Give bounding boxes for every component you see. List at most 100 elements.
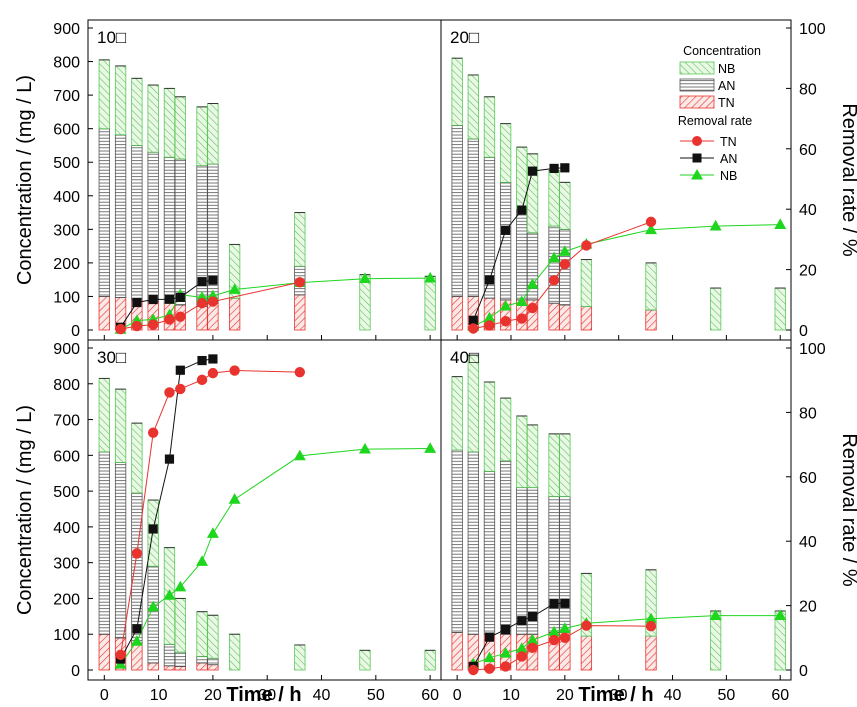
y-tick-label: 800 [53,377,80,394]
x-axis-title-left: Time / h [226,684,301,706]
point-an [164,454,175,464]
y2-tick-label: 20 [799,599,817,616]
bar-nb [516,415,528,488]
point-tn [468,323,479,334]
bar-tn [228,297,241,331]
bar-an [499,460,512,635]
bar-an [147,151,159,302]
point-nb [526,278,539,289]
legend-label-removal-an: AN [720,152,737,166]
point-tn [484,663,495,674]
point-tn [500,661,511,672]
point-nb [358,442,371,454]
y-tick-label: 400 [53,520,80,537]
y-tick-label: 600 [53,448,80,465]
x-tick-label: 20 [556,687,574,704]
legend-swatch-nb [679,61,715,75]
bar-nb [559,433,571,497]
point-nb [515,295,528,307]
point-nb [483,651,496,663]
point-nb [424,442,437,453]
bar-nb [131,422,143,494]
point-an [175,365,185,375]
point-tn [147,319,159,330]
legend: Concentration NB AN TN Removal rate TN AN NB [678,44,761,183]
point-an [197,355,207,366]
panel-3: 30□0 10 20 30 40 50 60010020030040050060070080… [53,339,442,704]
y-tick-label: 400 [53,189,80,206]
y2-tick-label: 20 [799,263,817,280]
y-tick-label: 700 [53,88,80,105]
bar-an [451,449,463,633]
point-an [560,598,570,608]
bar-an [451,124,463,297]
bar-nb [580,259,593,307]
x-tick-label: 30 [610,687,628,704]
bar-an [131,492,143,644]
point-tn [207,367,219,379]
point-tn [294,277,305,288]
point-tn [115,323,126,335]
bar-nb [294,212,306,267]
point-nb [515,642,528,653]
y-tick-label: 600 [53,122,80,139]
x-tick-label: 30 [258,687,276,704]
point-nb [174,580,187,592]
y2-tick-label: 40 [799,202,817,219]
point-tn [559,632,571,643]
bar-nb [174,96,186,160]
y2-tick-label: 80 [799,405,817,422]
bar-nb [163,88,176,158]
point-nb [499,299,512,311]
bar-tn [207,302,219,331]
point-nb [358,272,371,284]
bar-nb [559,181,571,230]
y-axis-title-top: Concentration / (mg / L) [14,75,36,285]
y2-tick-label: 60 [799,142,817,159]
point-tn [164,314,175,325]
point-nb [228,283,241,294]
panel-label: 30□ [97,348,126,367]
bar-nb [451,57,463,126]
point-an [527,611,538,622]
y2-tick-label: 40 [799,534,817,551]
point-tn [581,240,592,251]
bar-an [467,451,479,635]
point-nb [548,625,561,637]
y2-tick-label: 100 [799,21,826,38]
point-tn [516,313,527,324]
bar-nb [774,287,786,331]
x-tick-label: 50 [717,687,735,704]
bar-nb [114,65,127,136]
panel-label: 40□ [450,348,479,367]
bar-nb [207,614,219,659]
x-tick-label: 40 [664,687,682,704]
point-tn [559,258,571,270]
point-an [484,275,495,285]
legend-title-removal: Removal rate [678,114,752,128]
y2-tick-label: 0 [799,663,808,680]
legend-label-tn: TN [718,96,735,110]
bar-nb [516,146,528,210]
y-tick-label: 900 [53,21,80,38]
x-tick-label: 60 [771,687,789,704]
y-tick-label: 200 [53,256,80,273]
bar-an [483,471,496,635]
point-nb [558,245,571,256]
x-tick-label: 0 [453,687,462,704]
point-nb [424,271,437,283]
bar-nb [499,397,512,462]
bar-an [174,651,186,667]
panel-frame [440,339,792,681]
point-nb [483,311,496,323]
point-tn [131,548,143,559]
bar-nb [548,433,560,497]
point-an [148,524,158,534]
bar-tn [645,635,657,671]
point-an [175,292,185,302]
bar-an [548,496,560,633]
x-tick-label: 20 [204,687,222,704]
bar-tn [451,632,463,671]
bar-nb [114,388,127,463]
bar-nb [483,96,496,158]
